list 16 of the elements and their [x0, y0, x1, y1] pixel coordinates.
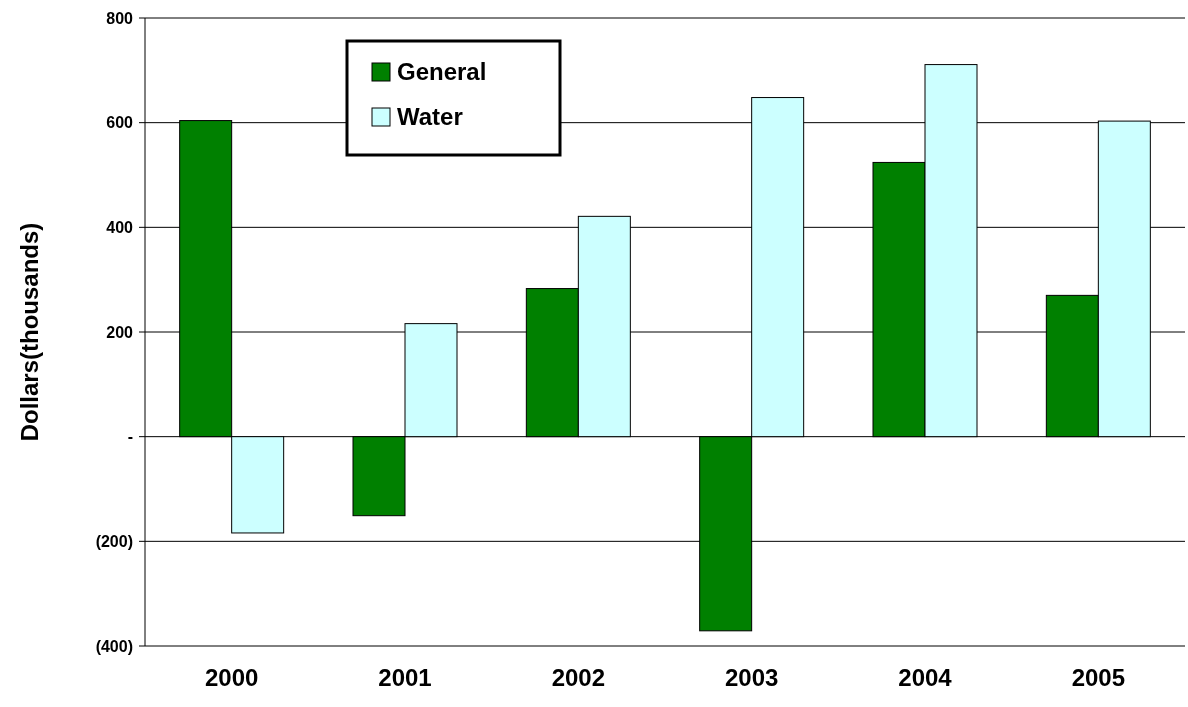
- x-tick-label: 2005: [1071, 664, 1126, 691]
- legend-label: General: [397, 58, 487, 86]
- y-tick-label: -: [127, 428, 133, 446]
- x-tick-label: 2000: [204, 664, 259, 691]
- x-tick-label: 2003: [724, 664, 779, 691]
- x-tick-label: 2004: [898, 664, 953, 691]
- x-tick-label: 2002: [551, 664, 606, 691]
- x-tick-label: 2001: [378, 664, 432, 691]
- y-tick-label: 400: [106, 218, 134, 236]
- y-axis-title: Dollars(thousands): [16, 222, 43, 442]
- y-tick-label: (400): [95, 637, 133, 655]
- y-tick-label: (200): [95, 532, 133, 550]
- y-tick-label: 200: [106, 323, 134, 341]
- y-tick-label: 600: [106, 114, 134, 132]
- legend-label: Water: [397, 103, 463, 131]
- y-tick-label: 800: [106, 9, 134, 27]
